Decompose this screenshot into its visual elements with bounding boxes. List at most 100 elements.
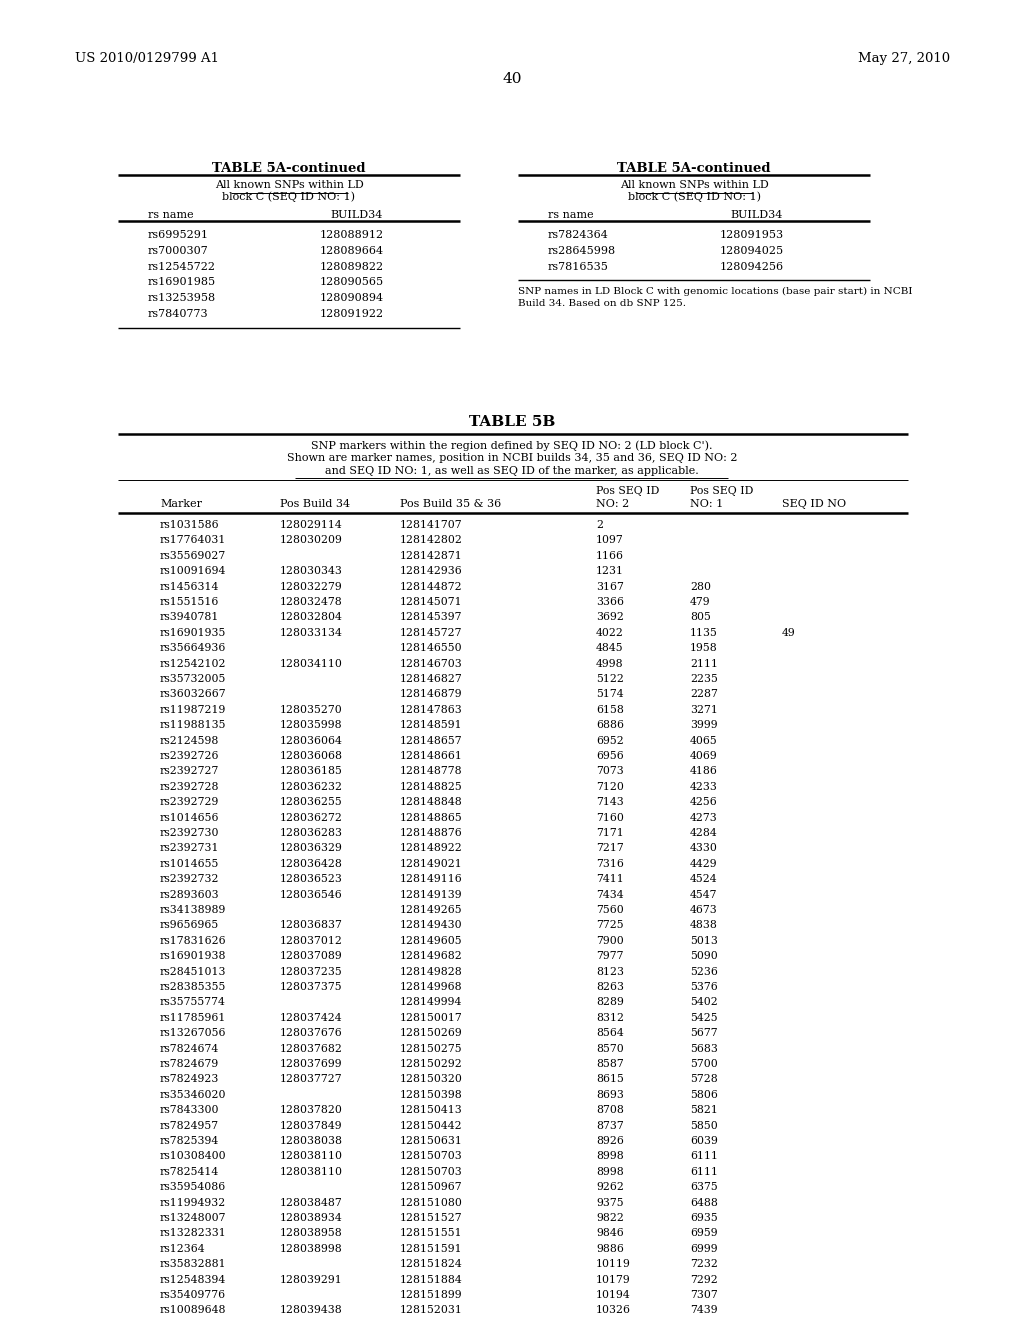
- Text: 49: 49: [782, 628, 796, 638]
- Text: 8263: 8263: [596, 982, 624, 993]
- Text: 7411: 7411: [596, 874, 624, 884]
- Text: rs16901935: rs16901935: [160, 628, 226, 638]
- Text: rs17831626: rs17831626: [160, 936, 226, 946]
- Text: 1097: 1097: [596, 536, 624, 545]
- Text: 128038958: 128038958: [280, 1229, 343, 1238]
- Text: 8998: 8998: [596, 1151, 624, 1162]
- Text: rs10308400: rs10308400: [160, 1151, 226, 1162]
- Text: 128094256: 128094256: [720, 261, 784, 272]
- Text: rs34138989: rs34138989: [160, 906, 226, 915]
- Text: 9262: 9262: [596, 1183, 624, 1192]
- Text: 1231: 1231: [596, 566, 624, 577]
- Text: 8693: 8693: [596, 1090, 624, 1100]
- Text: 5013: 5013: [690, 936, 718, 946]
- Text: NO: 2: NO: 2: [596, 499, 630, 510]
- Text: 9822: 9822: [596, 1213, 624, 1224]
- Text: US 2010/0129799 A1: US 2010/0129799 A1: [75, 51, 219, 65]
- Text: rs7824957: rs7824957: [160, 1121, 219, 1131]
- Text: 8615: 8615: [596, 1074, 624, 1085]
- Text: 128151080: 128151080: [400, 1197, 463, 1208]
- Text: rs2392727: rs2392727: [160, 767, 219, 776]
- Text: rs17764031: rs17764031: [160, 536, 226, 545]
- Text: rs35664936: rs35664936: [160, 643, 226, 653]
- Text: 5376: 5376: [690, 982, 718, 993]
- Text: BUILD34: BUILD34: [330, 210, 382, 220]
- Text: 5683: 5683: [690, 1044, 718, 1053]
- Text: rs2392732: rs2392732: [160, 874, 219, 884]
- Text: rs1014655: rs1014655: [160, 859, 219, 869]
- Text: rs13267056: rs13267056: [160, 1028, 226, 1039]
- Text: 1958: 1958: [690, 643, 718, 653]
- Text: 128091922: 128091922: [319, 309, 384, 319]
- Text: Pos Build 35 & 36: Pos Build 35 & 36: [400, 499, 502, 510]
- Text: 7217: 7217: [596, 843, 624, 854]
- Text: rs10091694: rs10091694: [160, 566, 226, 577]
- Text: SEQ ID NO: SEQ ID NO: [782, 499, 846, 510]
- Text: 128150631: 128150631: [400, 1137, 463, 1146]
- Text: 1135: 1135: [690, 628, 718, 638]
- Text: 128090894: 128090894: [319, 293, 384, 304]
- Text: 128150320: 128150320: [400, 1074, 463, 1085]
- Text: 6488: 6488: [690, 1197, 718, 1208]
- Text: rs1551516: rs1551516: [160, 597, 219, 607]
- Text: rs28451013: rs28451013: [160, 966, 226, 977]
- Text: 128037089: 128037089: [280, 952, 343, 961]
- Text: 5402: 5402: [690, 998, 718, 1007]
- Text: 128149021: 128149021: [400, 859, 463, 869]
- Text: 128036546: 128036546: [280, 890, 343, 900]
- Text: 128037424: 128037424: [280, 1012, 343, 1023]
- Text: 128149430: 128149430: [400, 920, 463, 931]
- Text: 5806: 5806: [690, 1090, 718, 1100]
- Text: 6999: 6999: [690, 1243, 718, 1254]
- Text: 128039291: 128039291: [280, 1275, 343, 1284]
- Text: 7977: 7977: [596, 952, 624, 961]
- Text: 6956: 6956: [596, 751, 624, 762]
- Text: 128149139: 128149139: [400, 890, 463, 900]
- Text: rs2392730: rs2392730: [160, 828, 219, 838]
- Text: 128142871: 128142871: [400, 550, 463, 561]
- Text: 128146879: 128146879: [400, 689, 463, 700]
- Text: 128141707: 128141707: [400, 520, 463, 531]
- Text: 4022: 4022: [596, 628, 624, 638]
- Text: 128036837: 128036837: [280, 920, 343, 931]
- Text: rs16901938: rs16901938: [160, 952, 226, 961]
- Text: 128032804: 128032804: [280, 612, 343, 623]
- Text: 128150017: 128150017: [400, 1012, 463, 1023]
- Text: rs11988135: rs11988135: [160, 721, 226, 730]
- Text: 128148848: 128148848: [400, 797, 463, 808]
- Text: rs35569027: rs35569027: [160, 550, 226, 561]
- Text: rs7000307: rs7000307: [148, 246, 209, 256]
- Text: rs name: rs name: [548, 210, 594, 220]
- Text: BUILD34: BUILD34: [730, 210, 782, 220]
- Text: 128036272: 128036272: [280, 813, 343, 822]
- Text: 4256: 4256: [690, 797, 718, 808]
- Text: 128037375: 128037375: [280, 982, 343, 993]
- Text: 128148922: 128148922: [400, 843, 463, 854]
- Text: 128148865: 128148865: [400, 813, 463, 822]
- Text: 3271: 3271: [690, 705, 718, 715]
- Text: 6886: 6886: [596, 721, 624, 730]
- Text: SNP markers within the region defined by SEQ ID NO: 2 (LD block C').: SNP markers within the region defined by…: [311, 440, 713, 450]
- Text: rs1014656: rs1014656: [160, 813, 219, 822]
- Text: 128149828: 128149828: [400, 966, 463, 977]
- Text: 3999: 3999: [690, 721, 718, 730]
- Text: 8587: 8587: [596, 1059, 624, 1069]
- Text: 7434: 7434: [596, 890, 624, 900]
- Text: rs2124598: rs2124598: [160, 735, 219, 746]
- Text: 128038998: 128038998: [280, 1243, 343, 1254]
- Text: 8998: 8998: [596, 1167, 624, 1177]
- Text: 5677: 5677: [690, 1028, 718, 1039]
- Text: rs1031586: rs1031586: [160, 520, 219, 531]
- Text: 10194: 10194: [596, 1290, 631, 1300]
- Text: Marker: Marker: [160, 499, 202, 510]
- Text: 3167: 3167: [596, 582, 624, 591]
- Text: 5174: 5174: [596, 689, 624, 700]
- Text: block C (SEQ ID NO: 1): block C (SEQ ID NO: 1): [222, 191, 355, 202]
- Text: rs11987219: rs11987219: [160, 705, 226, 715]
- Text: 128146550: 128146550: [400, 643, 463, 653]
- Text: 128150703: 128150703: [400, 1167, 463, 1177]
- Text: rs13282331: rs13282331: [160, 1229, 226, 1238]
- Text: 128144872: 128144872: [400, 582, 463, 591]
- Text: rs11785961: rs11785961: [160, 1012, 226, 1023]
- Text: 2235: 2235: [690, 675, 718, 684]
